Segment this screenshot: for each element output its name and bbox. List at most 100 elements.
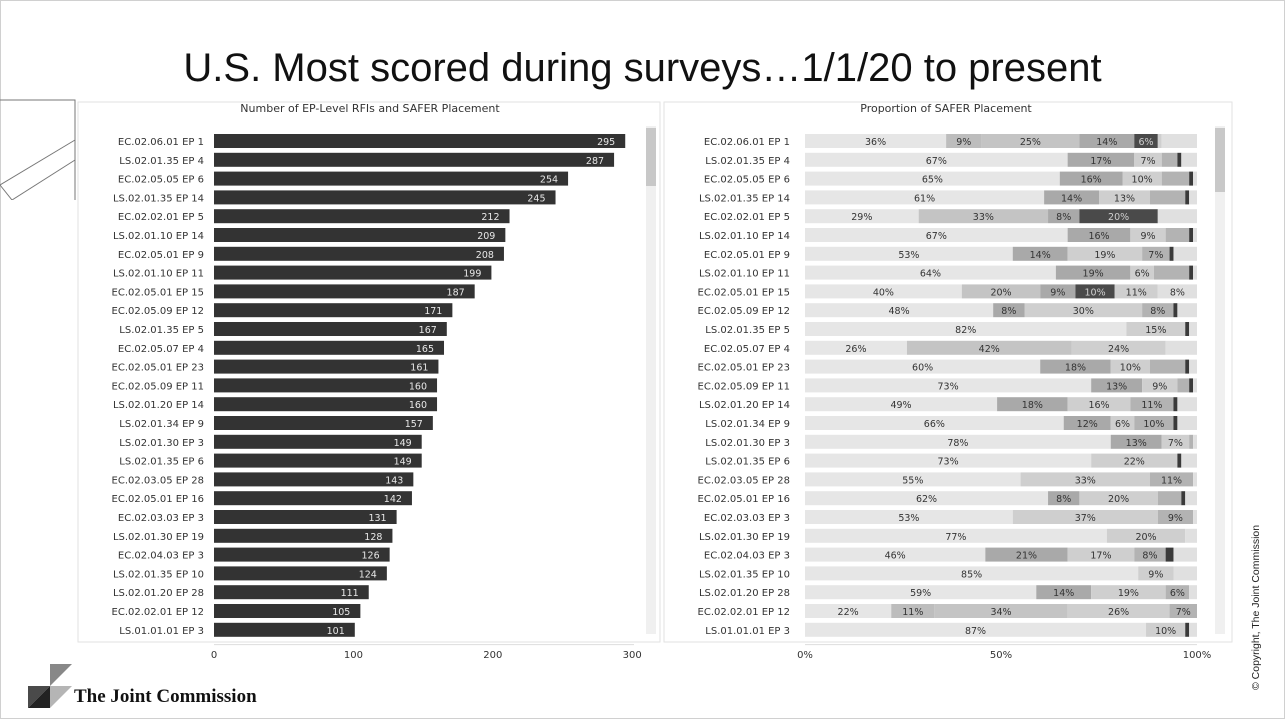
left-category-label: EC.02.06.01 EP 1	[118, 137, 204, 148]
right-category-label: EC.02.05.01 EP 23	[698, 363, 790, 374]
logo-text: The Joint Commission	[74, 686, 257, 707]
left-category-label: EC.02.02.01 EP 12	[112, 607, 204, 618]
right-bar-segment	[1048, 209, 1080, 224]
right-scroll-track	[1215, 126, 1225, 634]
right-stacked-chart: Proportion of SAFER Placement EC.02.06.01…	[663, 101, 1233, 661]
right-bar-segment	[918, 209, 1049, 224]
right-category-label: LS.02.01.20 EP 14	[699, 400, 790, 411]
right-bar-segment	[1099, 190, 1150, 205]
right-bar-segment	[1134, 134, 1158, 148]
right-category-label: EC.02.02.01 EP 12	[698, 607, 790, 618]
right-segment-label: 82%	[955, 325, 976, 336]
left-bar-value: 187	[447, 287, 465, 298]
right-segment-label: 7%	[1168, 438, 1183, 449]
right-bar-segment	[1040, 284, 1076, 299]
right-category-label: EC.02.05.09 EP 11	[698, 381, 790, 392]
right-chart-title: Proportion of SAFER Placement	[860, 102, 1032, 115]
right-bar-segment	[1153, 265, 1190, 280]
left-category-label: EC.02.05.01 EP 23	[112, 363, 204, 374]
right-category-label: LS.02.01.30 EP 3	[705, 438, 790, 449]
right-bar-segment	[805, 378, 1092, 393]
right-segment-label: 34%	[990, 607, 1011, 618]
right-bar-segment	[1157, 209, 1197, 224]
right-bar-segment	[1142, 303, 1174, 318]
right-bar-segment	[1189, 622, 1197, 637]
right-category-label: EC.02.05.05 EP 6	[704, 175, 790, 186]
right-bar-segment	[1055, 265, 1131, 280]
left-bar-value: 165	[416, 344, 434, 355]
left-bar-value: 143	[385, 475, 403, 486]
left-bar-value: 254	[540, 175, 558, 186]
left-bar	[214, 397, 438, 412]
left-bar	[214, 359, 439, 374]
right-segment-label: 73%	[938, 457, 959, 468]
left-category-label: EC.02.05.05 EP 6	[118, 175, 204, 186]
right-bar-segment	[805, 340, 907, 355]
left-bar	[214, 622, 355, 637]
left-bar-value: 105	[332, 607, 350, 618]
right-segment-label: 77%	[945, 532, 966, 543]
left-bar	[214, 528, 393, 543]
right-segment-label: 10%	[1085, 287, 1106, 298]
left-category-label: EC.02.05.01 EP 16	[112, 494, 204, 505]
left-category-label: EC.02.03.03 EP 3	[118, 513, 204, 524]
decorative-lines	[0, 99, 76, 200]
right-bar-segment	[1181, 152, 1197, 167]
right-bar-segment	[1173, 547, 1197, 562]
right-segment-label: 13%	[1106, 381, 1127, 392]
right-bar-segment	[1067, 604, 1170, 618]
left-bar-value: 128	[364, 532, 382, 543]
left-x-tick: 300	[623, 650, 642, 661]
right-segment-label: 19%	[1094, 250, 1115, 261]
right-segment-label: 6%	[1139, 137, 1154, 148]
right-bar-segment	[1075, 284, 1115, 299]
left-chart-title: Number of EP-Level RFIs and SAFER Placem…	[240, 102, 500, 115]
right-bar-segment	[934, 604, 1068, 618]
right-bar-segment	[1185, 622, 1190, 637]
right-category-label: LS.02.01.30 EP 19	[699, 532, 790, 543]
right-bar-segment	[805, 359, 1041, 374]
right-bar-segment	[1149, 190, 1186, 205]
right-bar-segment	[1165, 585, 1190, 600]
right-segment-label: 6%	[1135, 269, 1150, 280]
left-bar	[214, 303, 453, 318]
right-segment-label: 18%	[1065, 363, 1086, 374]
right-bar-segment	[805, 528, 1107, 543]
right-bar-segment	[805, 416, 1064, 430]
right-bar-segment	[1193, 228, 1197, 242]
left-bar	[214, 434, 422, 449]
right-segment-label: 37%	[1075, 513, 1096, 524]
left-bar-value: 124	[359, 569, 377, 580]
right-bar-segment	[1165, 228, 1190, 242]
right-bar-segment	[1091, 378, 1143, 393]
right-bar-segment	[805, 472, 1021, 487]
right-segment-label: 6%	[1170, 588, 1185, 599]
right-bar-segment	[1149, 472, 1194, 487]
left-bar-value: 208	[476, 250, 494, 261]
right-bar-segment	[1040, 359, 1111, 374]
left-bar	[214, 547, 390, 562]
right-segment-label: 16%	[1088, 231, 1109, 242]
right-segment-label: 21%	[1016, 551, 1037, 562]
right-bar-segment	[946, 134, 982, 148]
right-bar-segment	[1161, 152, 1178, 167]
right-bar-segment	[1177, 378, 1190, 393]
right-bar-segment	[805, 604, 892, 618]
left-category-label: LS.02.01.35 EP 5	[119, 325, 204, 336]
right-segment-label: 11%	[1126, 287, 1147, 298]
right-bar-segment	[805, 566, 1139, 581]
right-bar-segment	[1165, 340, 1197, 355]
right-segment-label: 14%	[1053, 588, 1074, 599]
left-bar-value: 167	[419, 325, 437, 336]
right-bar-segment	[1185, 190, 1190, 205]
right-bar-segment	[1185, 359, 1190, 374]
left-category-label: LS.02.01.35 EP 6	[119, 457, 204, 468]
right-category-label: LS.02.01.10 EP 14	[699, 231, 790, 242]
left-x-tick: 100	[344, 650, 363, 661]
left-bar-value: 199	[463, 269, 481, 280]
right-segment-label: 17%	[1090, 156, 1111, 167]
left-bar-value: 149	[394, 438, 412, 449]
right-bar-segment	[1071, 340, 1166, 355]
right-category-label: EC.02.05.07 EP 4	[704, 344, 790, 355]
